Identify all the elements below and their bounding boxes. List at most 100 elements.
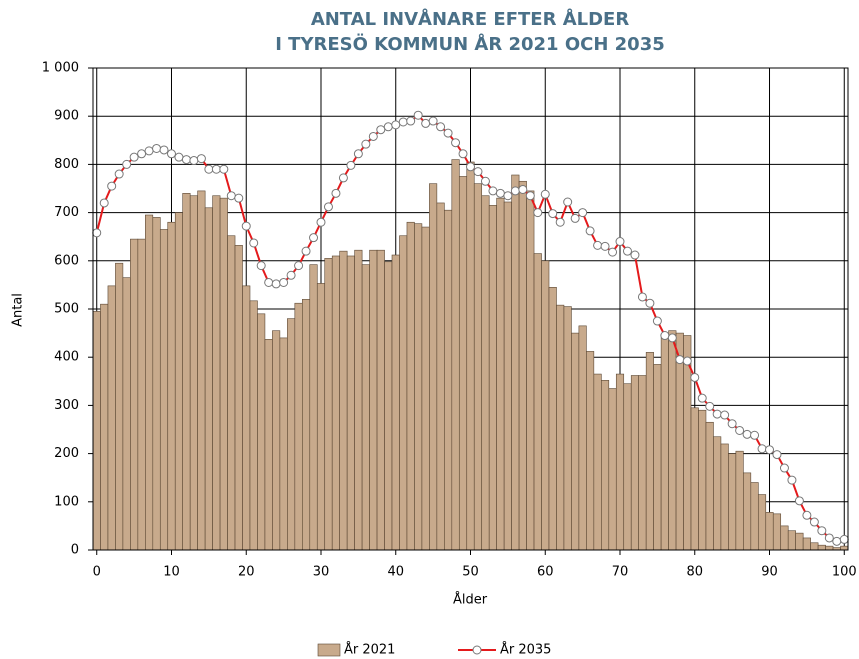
- marker: [697, 393, 707, 403]
- x-tick-label: 90: [761, 565, 778, 580]
- x-tick-label: 30: [313, 565, 330, 580]
- marker: [122, 159, 132, 169]
- bar: [100, 303, 109, 551]
- marker: [152, 143, 162, 153]
- marker: [809, 517, 819, 527]
- bar: [772, 513, 782, 551]
- marker: [832, 536, 842, 546]
- bar: [384, 261, 393, 551]
- marker: [338, 173, 348, 183]
- bar: [473, 183, 483, 551]
- bar: [204, 207, 213, 551]
- x-tick-label: 100: [832, 565, 857, 580]
- marker: [757, 444, 767, 454]
- bar: [122, 277, 131, 551]
- bar: [406, 221, 415, 551]
- bar: [429, 183, 438, 551]
- marker: [772, 450, 782, 460]
- marker: [488, 186, 498, 196]
- y-tick-label: 400: [54, 350, 79, 365]
- y-tick-label: 500: [54, 302, 79, 317]
- legend-label: År 2035: [500, 642, 551, 658]
- bar: [571, 332, 580, 551]
- bar: [399, 235, 408, 551]
- marker: [503, 191, 513, 201]
- bar: [361, 264, 370, 551]
- bar: [840, 545, 849, 551]
- marker: [495, 188, 505, 198]
- y-axis-label: Antal: [11, 293, 26, 327]
- marker: [727, 419, 737, 429]
- marker: [682, 356, 692, 366]
- bar: [287, 318, 296, 551]
- bar: [316, 283, 326, 551]
- marker: [593, 240, 603, 250]
- marker: [331, 188, 341, 198]
- bar: [249, 300, 258, 551]
- marker: [510, 186, 520, 196]
- marker: [368, 131, 378, 141]
- marker: [256, 261, 266, 271]
- bar: [675, 332, 684, 551]
- y-tick-label: 0: [71, 543, 79, 558]
- marker: [166, 149, 176, 159]
- marker: [413, 110, 423, 120]
- marker: [316, 217, 326, 227]
- x-tick-label: 10: [163, 565, 180, 580]
- marker: [578, 208, 588, 218]
- marker: [159, 145, 169, 155]
- marker: [129, 152, 139, 162]
- bar: [713, 436, 722, 551]
- marker: [443, 128, 453, 138]
- bar: [227, 235, 236, 551]
- marker: [540, 189, 550, 199]
- bar: [757, 494, 767, 551]
- bar: [735, 450, 744, 551]
- bar: [563, 306, 572, 551]
- bar: [159, 229, 169, 551]
- bar: [197, 190, 206, 551]
- bar: [376, 249, 385, 551]
- marker: [92, 228, 102, 238]
- bar: [167, 221, 176, 551]
- marker: [241, 221, 251, 231]
- marker: [211, 164, 221, 174]
- marker: [383, 122, 393, 132]
- marker: [802, 510, 812, 520]
- marker: [406, 116, 416, 126]
- bar: [518, 180, 527, 551]
- marker: [548, 209, 558, 219]
- y-tick-label: 200: [54, 446, 79, 461]
- marker: [189, 156, 199, 166]
- x-tick-label: 40: [387, 565, 404, 580]
- bar: [765, 512, 774, 551]
- x-tick-label: 0: [93, 565, 101, 580]
- x-tick-label: 20: [238, 565, 255, 580]
- bar: [623, 383, 632, 551]
- bar: [795, 532, 804, 551]
- bar: [645, 352, 654, 551]
- bar: [189, 195, 198, 551]
- bar: [481, 195, 490, 551]
- bar: [242, 285, 251, 551]
- marker: [226, 191, 236, 201]
- bar: [705, 421, 714, 551]
- bar: [608, 388, 617, 551]
- legend-swatch: [317, 643, 341, 657]
- marker: [735, 425, 745, 435]
- marker: [428, 116, 438, 126]
- chart-title: I TYRESÖ KOMMUN ÅR 2021 OCH 2035: [275, 32, 665, 55]
- marker: [637, 292, 647, 302]
- bar: [698, 409, 707, 551]
- bar: [526, 190, 535, 551]
- bar: [720, 443, 729, 551]
- bar: [137, 238, 146, 551]
- marker: [720, 410, 730, 420]
- bar: [817, 544, 826, 551]
- marker: [787, 475, 797, 485]
- bar: [421, 226, 430, 551]
- bar: [145, 214, 154, 551]
- marker: [196, 154, 206, 164]
- marker: [622, 246, 632, 256]
